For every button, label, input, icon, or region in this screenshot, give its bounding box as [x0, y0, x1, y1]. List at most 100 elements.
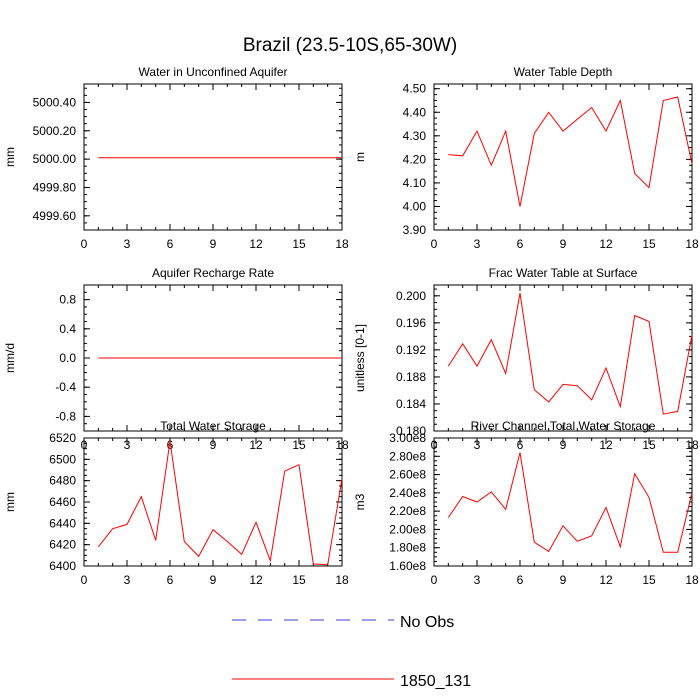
y-tick-label: 4999.60: [33, 209, 77, 223]
x-tick-label: 12: [249, 237, 263, 251]
x-tick-label: 15: [642, 573, 656, 587]
x-tick-label: 12: [599, 438, 613, 452]
x-tick-label: 18: [685, 573, 699, 587]
x-tick-label: 12: [249, 573, 263, 587]
y-tick-label: 0.188: [396, 370, 426, 384]
panel-title: Total Water Storage: [160, 419, 266, 433]
y-tick-label: 2.00e8: [389, 522, 426, 536]
y-tick-label: 0.196: [396, 316, 426, 330]
y-tick-label: 5000.40: [33, 95, 77, 109]
x-tick-label: 15: [292, 438, 306, 452]
y-tick-label: 4.10: [403, 176, 427, 190]
plot-frame: [433, 284, 693, 432]
y-tick-label: 6440: [49, 516, 76, 530]
figure-title: Brazil (23.5-10S,65-30W): [243, 35, 457, 56]
x-tick-label: 3: [124, 237, 131, 251]
x-tick-label: 0: [81, 237, 88, 251]
series-line-1850-131: [447, 452, 693, 553]
y-tick-label: 6400: [49, 559, 76, 573]
legend-label-no-obs: No Obs: [400, 614, 454, 631]
y-tick-label: 2.60e8: [389, 468, 426, 482]
x-tick-label: 3: [124, 573, 131, 587]
y-tick-label: 2.80e8: [389, 449, 426, 463]
x-tick-label: 12: [599, 573, 613, 587]
y-axis-label: m: [353, 152, 367, 162]
y-tick-label: 3.90: [403, 223, 427, 237]
x-tick-label: 15: [642, 237, 656, 251]
chart-panel-5: Total Water Storage mm 0 3 6 9 12 15 18 6400 6420 6…: [3, 419, 349, 587]
x-tick-label: 12: [249, 438, 263, 452]
y-tick-label: 4.20: [403, 152, 427, 166]
legend-label-1850-131: 1850_131: [400, 673, 471, 690]
y-tick-label: 0.0: [59, 351, 76, 365]
x-tick-label: 3: [474, 438, 481, 452]
y-tick-label: 5000.20: [33, 124, 77, 138]
x-tick-label: 18: [335, 573, 349, 587]
y-tick-label: 2.40e8: [389, 486, 426, 500]
chart-panel-1: Water in Unconfined Aquifer mm 0 3 6 9 12 15 18 4…: [3, 65, 349, 251]
x-tick-label: 9: [560, 438, 567, 452]
x-tick-label: 9: [560, 237, 567, 251]
x-tick-label: 6: [517, 237, 524, 251]
chart-panel-6: River Channel Total Water Storage m3 0 3 6 9 1…: [353, 419, 699, 587]
x-tick-label: 18: [335, 237, 349, 251]
x-tick-label: 15: [292, 237, 306, 251]
plot-frame: [433, 83, 693, 231]
y-tick-label: 6480: [49, 474, 76, 488]
x-tick-label: 3: [124, 438, 131, 452]
y-tick-label: 4.00: [403, 199, 427, 213]
y-tick-label: 4.40: [403, 105, 427, 119]
x-tick-label: 12: [599, 237, 613, 251]
chart-panel-4: Frac Water Table at Surface unitless [0-1…: [353, 266, 699, 452]
x-tick-label: 6: [517, 573, 524, 587]
y-tick-label: -0.8: [55, 409, 76, 423]
x-tick-label: 0: [81, 573, 88, 587]
panel-title: Water Table Depth: [514, 65, 613, 79]
y-tick-label: 6500: [49, 452, 76, 466]
y-tick-label: 1.60e8: [389, 559, 426, 573]
plot-frame: [83, 83, 343, 231]
y-tick-label: 0.192: [396, 343, 426, 357]
plot-frame: [433, 437, 693, 567]
x-tick-label: 3: [474, 237, 481, 251]
series-line-1850-131: [448, 96, 693, 207]
x-tick-label: 9: [210, 573, 217, 587]
y-axis-label: m3: [353, 493, 367, 510]
chart-panel-2: Water Table Depth m 0 3 6 9 12 15 18 3.90 4.00 4.10…: [353, 65, 699, 251]
y-tick-label: 6460: [49, 495, 76, 509]
y-tick-label: 0.180: [396, 424, 426, 438]
x-tick-label: 0: [431, 237, 438, 251]
y-axis-label: mm: [3, 147, 17, 167]
x-tick-label: 9: [560, 573, 567, 587]
x-tick-label: 15: [642, 438, 656, 452]
y-tick-label: 0.184: [396, 397, 426, 411]
x-tick-label: 3: [474, 573, 481, 587]
y-tick-label: 3.00e8: [389, 431, 426, 445]
series-line-1850-131: [97, 441, 343, 566]
y-tick-label: 6420: [49, 538, 76, 552]
x-tick-label: 6: [517, 438, 524, 452]
plot-frame: [83, 437, 343, 567]
legend: No Obs 1850_131: [232, 614, 471, 690]
y-tick-label: 4999.80: [33, 180, 77, 194]
x-tick-label: 0: [431, 573, 438, 587]
y-tick-label: 5000.00: [33, 152, 77, 166]
y-axis-label: mm/d: [3, 343, 17, 373]
y-axis-label: unitless [0-1]: [353, 324, 367, 392]
x-tick-label: 6: [167, 573, 174, 587]
y-axis-label: mm: [3, 492, 17, 512]
panel-title: Aquifer Recharge Rate: [152, 266, 274, 280]
x-tick-label: 15: [292, 573, 306, 587]
y-tick-label: 0.200: [396, 289, 426, 303]
y-tick-label: 2.20e8: [389, 504, 426, 518]
y-tick-label: 0.4: [59, 322, 76, 336]
chart-panels: Water in Unconfined Aquifer mm 0 3 6 9 12 15 18 4…: [3, 65, 699, 587]
x-tick-label: 9: [210, 237, 217, 251]
x-tick-label: 6: [167, 237, 174, 251]
panel-title: Water in Unconfined Aquifer: [139, 65, 288, 79]
x-tick-label: 18: [685, 237, 699, 251]
x-tick-label: 9: [210, 438, 217, 452]
y-tick-label: 1.80e8: [389, 541, 426, 555]
